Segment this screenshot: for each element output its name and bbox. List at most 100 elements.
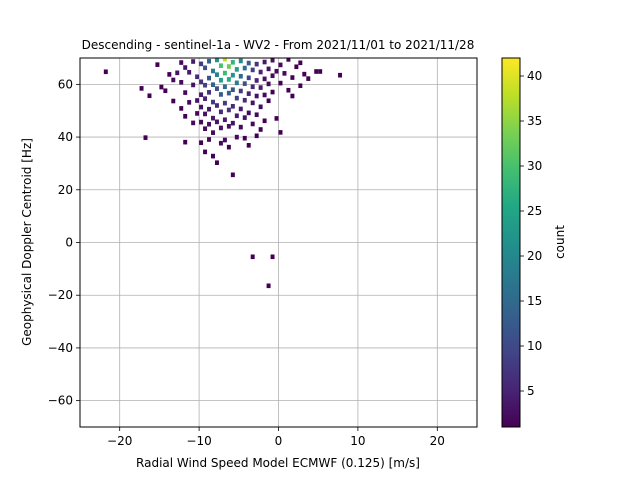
chart-title: Descending - sentinel-1a - WV2 - From 20… [82, 38, 475, 52]
heatmap-cell [199, 119, 204, 125]
heatmap-cell [175, 70, 180, 76]
heatmap-cell [262, 92, 267, 98]
y-axis-label: Geophysical Doppler Centroid [Hz] [20, 138, 34, 346]
heatmap-cell [250, 100, 255, 106]
heatmap-cell [238, 124, 243, 130]
heatmap-cell [191, 82, 196, 88]
heatmap-cell [214, 58, 219, 63]
colorbar-tick-label: 5 [527, 384, 535, 398]
colorbar-ticks: 5 10 15 20 25 30 35 40 [520, 69, 542, 398]
heatmap-cell [314, 69, 319, 74]
colorbar-tick-label: 30 [527, 159, 542, 173]
heatmap-cell [218, 109, 223, 115]
y-tick-label: −40 [48, 341, 73, 355]
heatmap-cell [171, 77, 176, 83]
heatmap-cell [246, 91, 251, 96]
heatmap-cell [294, 64, 299, 70]
heatmap-cell [218, 77, 223, 83]
heatmap-cell [203, 149, 208, 155]
heatmap-cell [282, 71, 287, 76]
heatmap-cell [318, 69, 323, 74]
heatmap-cell [218, 140, 223, 146]
heatmap-cell [214, 86, 219, 91]
heatmap-cell [290, 93, 295, 99]
heatmap-cell [183, 65, 188, 70]
heatmap-cell [258, 85, 263, 90]
colorbar-tick-label: 35 [527, 114, 542, 128]
heatmap-cell [214, 119, 219, 125]
colorbar-gradient [501, 57, 521, 428]
heatmap-cell [226, 64, 231, 69]
heatmap-cell [234, 95, 239, 101]
heatmap-cell [191, 59, 196, 64]
heatmap-cell [187, 69, 192, 75]
heatmap-cell [266, 81, 271, 87]
heatmap-cell [103, 69, 108, 75]
heatmap-cell [286, 58, 291, 62]
heatmap-cell [270, 73, 275, 79]
heatmap-cell [211, 130, 215, 135]
heatmap-cell [203, 96, 208, 101]
heatmap-cell [218, 63, 223, 69]
heatmap-cell [258, 127, 263, 132]
heatmap-cell [238, 73, 243, 79]
heatmap-cell [214, 103, 219, 108]
heatmap-cell [179, 106, 184, 111]
heatmap-cell [226, 144, 231, 150]
heatmap-cell [222, 117, 227, 123]
heatmap-cell [195, 74, 200, 80]
heatmap-cell [258, 69, 263, 75]
heatmap-cell [246, 110, 251, 116]
heatmap-cell [234, 67, 239, 72]
x-tick-label: −20 [107, 434, 132, 448]
heatmap-cell [222, 137, 227, 143]
heatmap-cell [238, 58, 243, 64]
heatmap-cell [250, 254, 255, 260]
heatmap-cell [246, 143, 251, 148]
y-axis-ticks: −60 −40 −20 0 20 40 60 [48, 77, 80, 408]
heatmap-cells [103, 58, 343, 289]
heatmap-cell [250, 84, 255, 90]
heatmap-cell [199, 92, 204, 98]
heatmap-cell [230, 172, 235, 178]
heatmap-cell [222, 84, 227, 90]
heatmap-cell [211, 115, 215, 121]
heatmap-cell [270, 254, 275, 260]
colorbar-tick-label: 10 [527, 339, 542, 353]
heatmap-cell [238, 88, 243, 94]
x-tick-label: 10 [350, 434, 365, 448]
heatmap-cell [147, 93, 152, 99]
heatmap-cell [230, 72, 235, 78]
heatmap-cell [183, 139, 188, 145]
heatmap-cell [199, 61, 204, 67]
heatmap-cell [278, 62, 283, 68]
y-tick-label: 20 [58, 183, 73, 197]
heatmap-cell [218, 92, 223, 97]
heatmap-cell [258, 104, 263, 110]
heatmap-cell [179, 80, 184, 85]
heatmap-cell [266, 283, 271, 289]
heatmap-cell [290, 75, 295, 80]
heatmap-cell [270, 89, 275, 95]
heatmap-cell [298, 83, 303, 89]
heatmap-cell [278, 130, 283, 135]
heatmap-cell [163, 88, 168, 94]
heatmap-cell [207, 121, 212, 127]
heatmap-cell [203, 82, 208, 88]
y-tick-label: 40 [58, 130, 73, 144]
heatmap-cell [274, 68, 279, 74]
heatmap-cell [302, 71, 307, 77]
colorbar-tick-label: 25 [527, 204, 542, 218]
heatmap-cell [338, 72, 343, 78]
heatmap-cell [183, 114, 188, 119]
heatmap-cell [242, 135, 247, 141]
heatmap-cell [191, 120, 196, 126]
heatmap-cell [199, 140, 204, 145]
heatmap-cell [286, 87, 291, 93]
heatmap-cell [230, 59, 235, 65]
heatmap-cell [230, 87, 235, 92]
heatmap-cell [254, 61, 259, 67]
heatmap-cell [199, 104, 204, 110]
heatmap-cell [242, 115, 247, 120]
